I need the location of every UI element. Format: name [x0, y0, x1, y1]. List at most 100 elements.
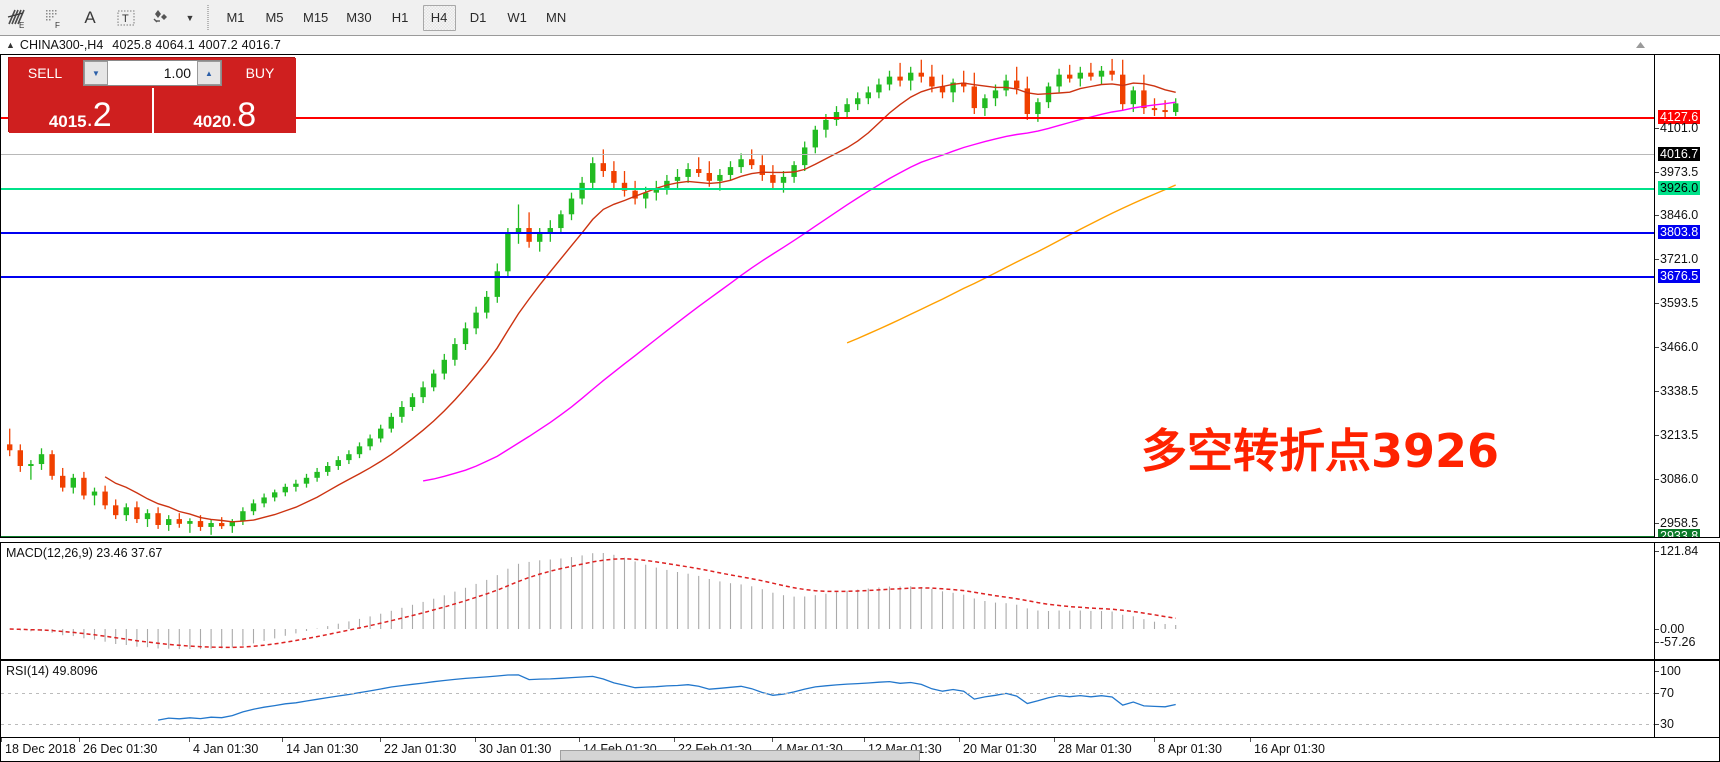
indicators-icon[interactable]: E	[2, 3, 34, 33]
price-label-3338-5: 3338.5	[1660, 384, 1699, 398]
price-label-2958-5: 2958.5	[1660, 516, 1699, 530]
price-label-3213-5: 3213.5	[1660, 428, 1699, 442]
collapse-icon[interactable]: ▲	[6, 40, 15, 50]
macd-label-12184: 121.84	[1660, 544, 1699, 558]
price-chart-panel[interactable]: 多空转折点3926 4127.6 4101.0 4016.7 3973.5 3926.0…	[0, 55, 1720, 538]
bottom-line-2933[interactable]	[1, 536, 1654, 537]
oct-prices-row: 4015 . 2 4020 . 8	[9, 88, 296, 133]
templates-dropdown-icon[interactable]: ▼	[185, 12, 195, 23]
volume-decrement-button[interactable]: ▼	[83, 61, 108, 85]
macd-label-000: 0.00	[1660, 622, 1685, 636]
time-tick	[1250, 738, 1251, 742]
resistance-line-4127[interactable]	[1, 117, 1654, 119]
price-tick	[1655, 479, 1659, 480]
price-label-3803-8: 3803.8	[1658, 225, 1701, 239]
text-label-icon[interactable]: A	[84, 7, 96, 27]
main-toolbar: E F A T ▼ M	[0, 0, 1720, 36]
oct-controls-row: SELL ▼ 1.00 ▲ BUY	[9, 58, 296, 88]
templates-icon[interactable]	[146, 3, 178, 33]
time-tick	[79, 738, 80, 742]
pivot-line-3926[interactable]	[1, 188, 1654, 190]
macd-tick	[1655, 629, 1659, 630]
time-label: 4 Jan 01:30	[193, 742, 259, 756]
timeframe-m30[interactable]: M30	[346, 10, 372, 25]
ohlc-values: 4025.8 4064.1 4007.2 4016.7	[112, 38, 282, 52]
rsi-panel[interactable]: RSI(14) 49.8096 100 70 30	[0, 660, 1720, 738]
svg-text:T: T	[122, 13, 129, 25]
support-line-3803[interactable]	[1, 232, 1654, 234]
time-label: 20 Mar 01:30	[963, 742, 1037, 756]
timeframe-d1[interactable]: D1	[469, 10, 487, 25]
time-label: 14 Jan 01:30	[286, 742, 359, 756]
timeframe-m5[interactable]: M5	[265, 10, 284, 25]
price-label-3593-5: 3593.5	[1660, 296, 1699, 310]
timeframe-h4[interactable]: H4	[422, 4, 456, 31]
buy-price-cell[interactable]: 4020 . 8	[153, 88, 296, 135]
time-tick	[1154, 738, 1155, 742]
timeframe-mn[interactable]: MN	[545, 10, 567, 25]
price-tick	[1655, 128, 1659, 129]
rsi-label: RSI(14) 49.8096	[6, 664, 98, 678]
price-tick	[1655, 259, 1659, 260]
time-tick	[864, 738, 865, 742]
time-tick	[282, 738, 283, 742]
time-tick	[189, 738, 190, 742]
text-box-icon[interactable]: T	[110, 3, 142, 33]
time-tick	[475, 738, 476, 742]
time-tick	[959, 738, 960, 742]
price-tick	[1655, 391, 1659, 392]
candlestick-svg	[7, 58, 1179, 535]
time-tick	[579, 738, 580, 742]
horizontal-scrollbar[interactable]	[560, 750, 920, 761]
rsi-label-70: 70	[1660, 686, 1674, 700]
time-label: 26 Dec 01:30	[83, 742, 158, 756]
sell-price-cell[interactable]: 4015 . 2	[9, 88, 154, 133]
macd-scale-axis: 121.84 0.00 -57.26	[1654, 543, 1719, 659]
price-plot-area[interactable]: 多空转折点3926	[1, 55, 1654, 537]
volume-value[interactable]: 1.00	[163, 65, 192, 81]
rsi-tick	[1655, 724, 1659, 725]
time-label: 16 Apr 01:30	[1254, 742, 1325, 756]
volume-increment-button[interactable]: ▲	[197, 61, 222, 85]
timeframe-m1[interactable]: M1	[226, 10, 245, 25]
rsi-svg	[157, 674, 1176, 721]
buy-price-integer: 4020	[193, 112, 232, 131]
timeframe-h1[interactable]: H1	[391, 10, 409, 25]
price-label-4016-7: 4016.7	[1658, 147, 1701, 161]
macd-tick	[1655, 642, 1659, 643]
macd-tick	[1655, 551, 1659, 552]
price-label-3466-0: 3466.0	[1660, 340, 1699, 354]
one-click-trading-panel[interactable]: SELL ▼ 1.00 ▲ BUY 4015 . 2 4020 . 8	[8, 57, 296, 133]
time-tick	[1, 738, 2, 742]
volume-input[interactable]: ▼ 1.00 ▲	[82, 60, 223, 86]
time-tick	[1054, 738, 1055, 742]
time-label: 28 Mar 01:30	[1058, 742, 1132, 756]
macd-svg	[9, 553, 1177, 650]
sell-button[interactable]: SELL	[9, 58, 81, 88]
price-tick	[1655, 303, 1659, 304]
time-label: 30 Jan 01:30	[479, 742, 552, 756]
vertical-scale-marker[interactable]	[1636, 36, 1645, 48]
buy-price-separator: .	[231, 106, 238, 131]
macd-label-5726: -57.26	[1660, 635, 1696, 649]
buy-button[interactable]: BUY	[224, 58, 296, 88]
price-scale-axis[interactable]: 4127.6 4101.0 4016.7 3973.5 3926.0 3846.0 3803…	[1654, 55, 1719, 537]
sell-price-fraction: 2	[92, 96, 112, 135]
current-price-line-4016[interactable]	[1, 154, 1654, 155]
buy-price-fraction: 8	[237, 96, 257, 135]
sell-price-separator: .	[86, 106, 93, 131]
price-label-2933-8: 2933.8	[1658, 529, 1701, 537]
timeframe-m15[interactable]: M15	[303, 10, 329, 25]
periodicity-icon[interactable]: F	[38, 3, 70, 33]
symbol-label: CHINA300-,H4	[19, 38, 104, 52]
price-tick	[1655, 523, 1659, 524]
price-label-3926-0: 3926.0	[1658, 181, 1701, 195]
price-tick	[1655, 172, 1659, 173]
symbol-quote-bar: ▲ CHINA300-,H4 4025.8 4064.1 4007.2 4016…	[0, 36, 1720, 55]
time-label: 8 Apr 01:30	[1158, 742, 1222, 756]
chart-annotation: 多空转折点3926	[1141, 424, 1500, 478]
support-line-3676[interactable]	[1, 276, 1654, 278]
timeframe-w1[interactable]: W1	[507, 10, 527, 25]
rsi-tick	[1655, 671, 1659, 672]
macd-panel[interactable]: MACD(12,26,9) 23.46 37.67 121.84 0.00 -57.…	[0, 542, 1720, 660]
